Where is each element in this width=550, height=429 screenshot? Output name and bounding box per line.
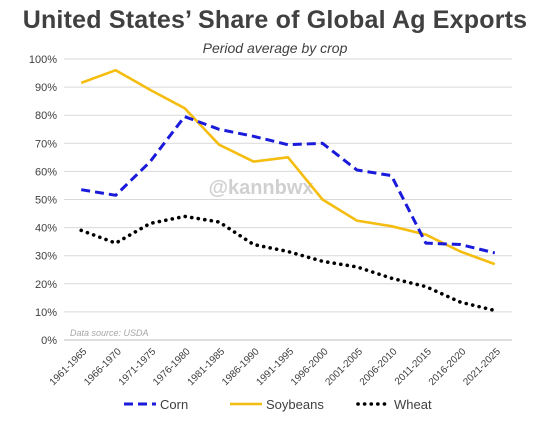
legend-item-corn: Corn (124, 397, 188, 412)
source-note: Data source: USDA (70, 328, 149, 338)
series-line-corn (80, 115, 496, 255)
series-line-wheat (79, 214, 497, 313)
y-tick-label: 70% (35, 138, 57, 150)
legend-item-soybeans: Soybeans (230, 397, 324, 412)
y-tick-label: 30% (35, 251, 57, 263)
y-tick-label: 90% (35, 82, 57, 94)
legend-item-wheat: Wheat (356, 397, 432, 412)
series-line-soybeans (80, 68, 496, 266)
legend-label: Wheat (394, 397, 432, 412)
y-tick-label: 40% (35, 223, 57, 235)
y-tick-label: 20% (35, 279, 57, 291)
y-tick-label: 80% (35, 110, 57, 122)
y-tick-label: 10% (35, 307, 57, 319)
legend-label: Soybeans (266, 397, 324, 412)
chart-title: United States’ Share of Global Ag Export… (22, 6, 528, 34)
legend-label: Corn (160, 397, 188, 412)
watermark: @kannbwx (208, 177, 313, 199)
y-tick-label: 60% (35, 166, 57, 178)
y-tick-label: 0% (41, 335, 57, 347)
chart-subtitle: Period average by crop (202, 40, 348, 56)
y-tick-label: 100% (29, 54, 57, 66)
y-tick-label: 50% (35, 195, 57, 207)
x-tick-label: 2021-2025 (461, 346, 503, 388)
